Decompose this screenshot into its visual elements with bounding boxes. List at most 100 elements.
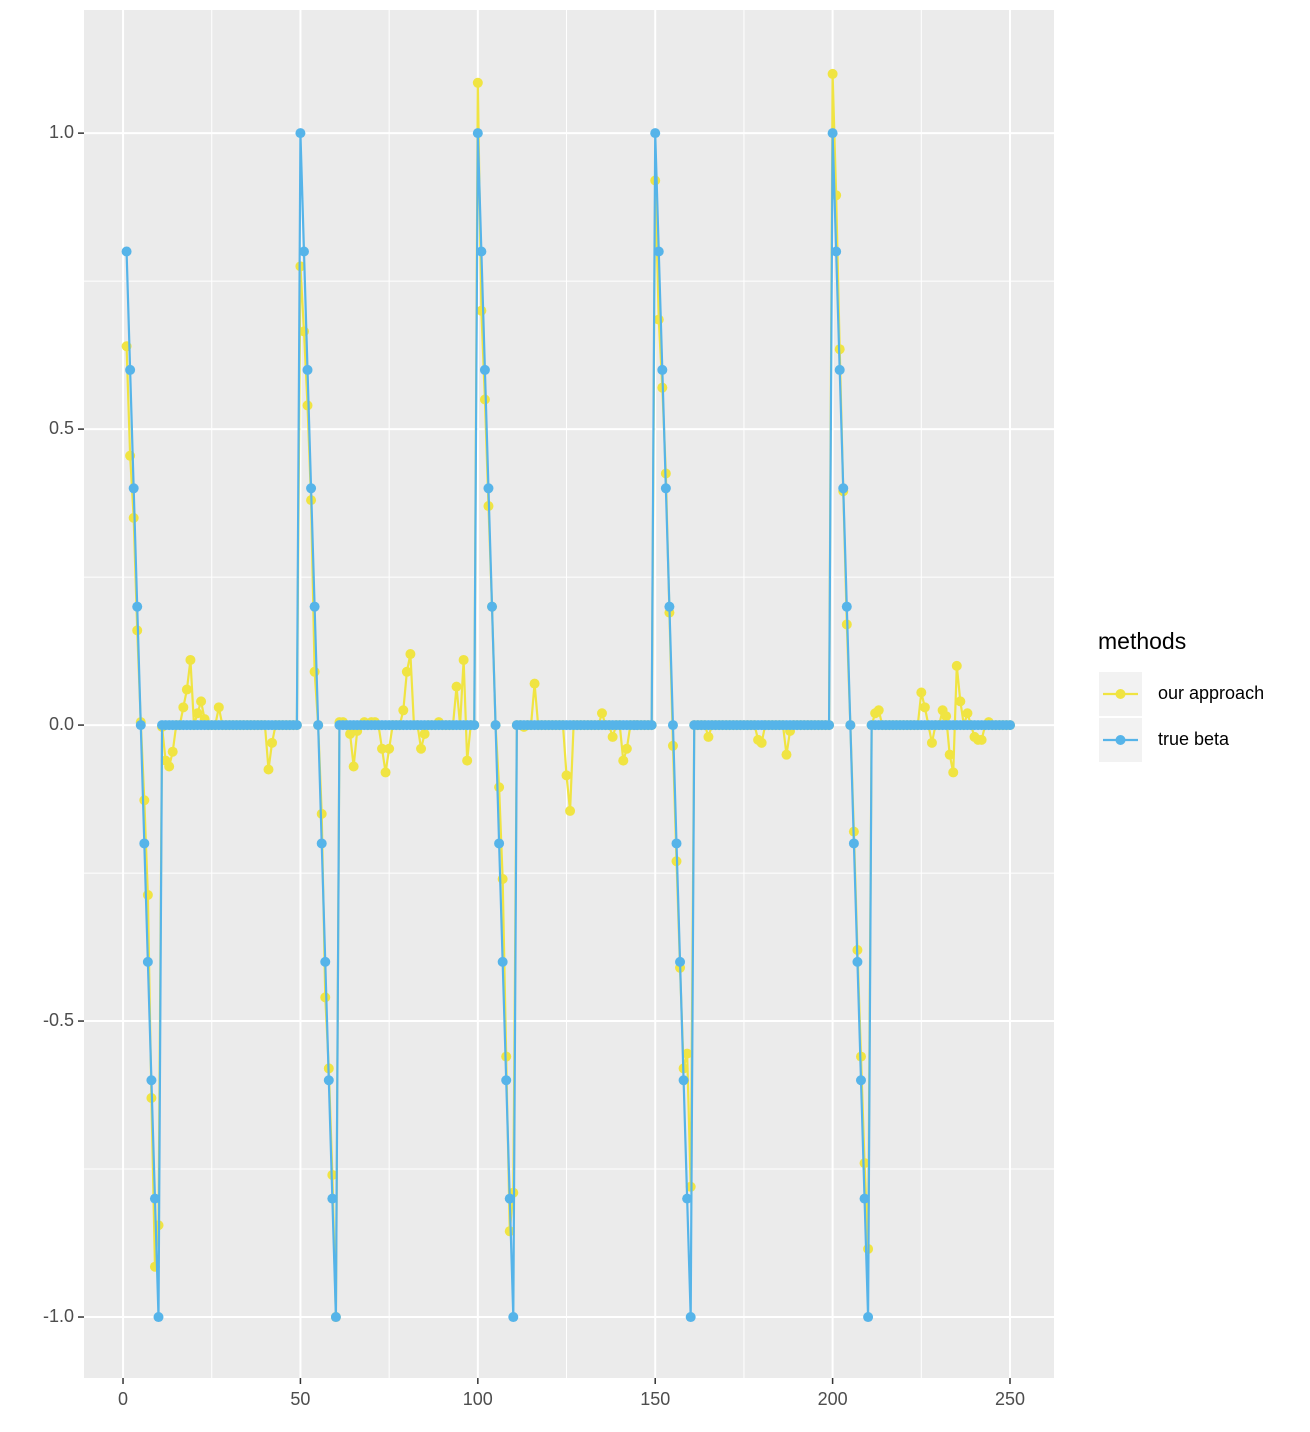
point bbox=[267, 737, 278, 748]
point bbox=[660, 483, 671, 494]
point bbox=[650, 128, 661, 139]
point bbox=[653, 314, 664, 325]
plot-area bbox=[121, 68, 1016, 1323]
point bbox=[926, 737, 937, 748]
point bbox=[320, 956, 331, 967]
point bbox=[855, 1075, 866, 1086]
point bbox=[462, 755, 473, 766]
point bbox=[139, 795, 150, 806]
legend-title: methods bbox=[1098, 628, 1186, 654]
point bbox=[295, 128, 306, 139]
point bbox=[405, 649, 416, 660]
point bbox=[121, 246, 132, 257]
point bbox=[472, 77, 483, 88]
y-tick-label: -1.0 bbox=[43, 1306, 74, 1326]
point bbox=[380, 767, 391, 778]
point bbox=[703, 731, 714, 742]
x-tick-label: 100 bbox=[463, 1389, 493, 1409]
point bbox=[497, 956, 508, 967]
point bbox=[859, 1193, 870, 1204]
point bbox=[291, 720, 302, 731]
point bbox=[167, 746, 178, 757]
point bbox=[675, 956, 686, 967]
point bbox=[756, 737, 767, 748]
point bbox=[313, 720, 324, 731]
point bbox=[149, 1193, 160, 1204]
x-tick-label: 50 bbox=[290, 1389, 310, 1409]
point bbox=[263, 764, 274, 775]
axes: -1.0 -0.5 0.0 0.5 1.0 0 50 100 150 200 250 bbox=[43, 122, 1025, 1409]
point bbox=[479, 364, 490, 375]
y-tick-label: -0.5 bbox=[43, 1010, 74, 1030]
point bbox=[135, 720, 146, 731]
point bbox=[831, 246, 842, 257]
point bbox=[213, 702, 224, 713]
point bbox=[327, 1193, 338, 1204]
point bbox=[192, 708, 203, 719]
point bbox=[834, 364, 845, 375]
point bbox=[529, 678, 540, 689]
point bbox=[1005, 720, 1016, 731]
point bbox=[316, 838, 327, 849]
point bbox=[948, 767, 959, 778]
legend: our approach true beta bbox=[1099, 672, 1264, 762]
point bbox=[401, 666, 412, 677]
point bbox=[618, 755, 629, 766]
point bbox=[653, 246, 664, 257]
point bbox=[962, 708, 973, 719]
point bbox=[941, 711, 952, 722]
point bbox=[298, 246, 309, 257]
point bbox=[139, 838, 150, 849]
point bbox=[671, 838, 682, 849]
point bbox=[323, 1075, 334, 1086]
point bbox=[490, 720, 501, 731]
point bbox=[377, 743, 388, 754]
point bbox=[125, 364, 136, 375]
point bbox=[181, 684, 192, 695]
point bbox=[458, 654, 469, 665]
point bbox=[128, 483, 139, 494]
point bbox=[146, 1075, 157, 1086]
point bbox=[302, 364, 313, 375]
point bbox=[508, 1312, 519, 1323]
point bbox=[330, 1312, 341, 1323]
point bbox=[678, 1075, 689, 1086]
point bbox=[664, 601, 675, 612]
point bbox=[976, 734, 987, 745]
point bbox=[944, 749, 955, 760]
point bbox=[451, 681, 462, 692]
point bbox=[185, 654, 196, 665]
point bbox=[824, 720, 835, 731]
point bbox=[841, 601, 852, 612]
point bbox=[951, 660, 962, 671]
point bbox=[504, 1193, 515, 1204]
point bbox=[472, 128, 483, 139]
point bbox=[153, 1312, 164, 1323]
point bbox=[848, 838, 859, 849]
point bbox=[596, 708, 607, 719]
point bbox=[416, 743, 427, 754]
legend-label: our approach bbox=[1158, 683, 1264, 703]
point bbox=[178, 702, 189, 713]
point bbox=[621, 743, 632, 754]
point bbox=[561, 770, 572, 781]
point bbox=[476, 246, 487, 257]
legend-key-point bbox=[1115, 689, 1126, 699]
legend-key-point bbox=[1115, 735, 1126, 745]
point bbox=[682, 1048, 693, 1059]
y-tick-label: 1.0 bbox=[49, 122, 74, 142]
point bbox=[863, 1312, 874, 1323]
x-tick-label: 250 bbox=[995, 1389, 1025, 1409]
point bbox=[494, 782, 505, 793]
point bbox=[306, 483, 317, 494]
point bbox=[646, 720, 657, 731]
point bbox=[494, 838, 505, 849]
point bbox=[919, 702, 930, 713]
point bbox=[667, 720, 678, 731]
x-tick-label: 0 bbox=[118, 1389, 128, 1409]
point bbox=[873, 705, 884, 716]
point bbox=[348, 761, 359, 772]
point bbox=[607, 731, 618, 742]
x-tick-label: 200 bbox=[818, 1389, 848, 1409]
